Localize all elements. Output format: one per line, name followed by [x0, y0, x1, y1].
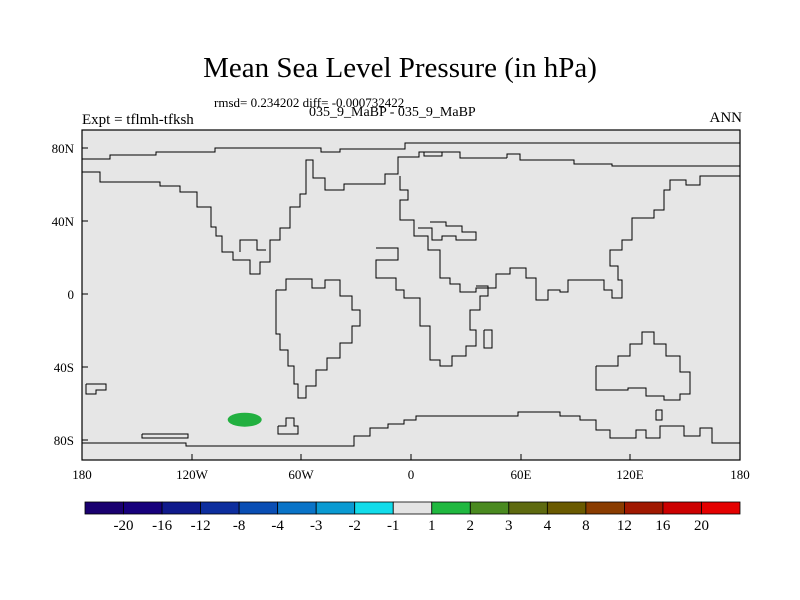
lon-label-180e: 180 — [730, 467, 750, 482]
coastline-madagascar — [483, 329, 493, 349]
axis-ticks — [82, 147, 631, 460]
colorbar-swatch — [585, 501, 625, 515]
colorbar-swatch — [392, 501, 433, 515]
coastline-mediterranean — [418, 221, 477, 241]
lat-label-80n: 80N — [51, 141, 74, 156]
colorbar-label: -2 — [348, 518, 361, 534]
experiment-label: Expt = tflmh-tfksh — [82, 112, 194, 128]
colorbar-swatch — [84, 501, 124, 515]
lat-label-0: 0 — [67, 287, 75, 302]
colorbar-label: -8 — [232, 518, 246, 534]
colorbar-label: -16 — [152, 518, 173, 534]
colorbar-swatch — [123, 501, 163, 515]
colorbar-swatch — [624, 501, 664, 515]
lon-label-60e: 60E — [510, 467, 532, 482]
colorbar-swatch — [469, 501, 510, 515]
colorbar-swatch — [277, 501, 317, 515]
coastline-north-america — [82, 151, 507, 275]
lat-label-40s: 40S — [53, 360, 74, 375]
lat-label-80s: 80S — [53, 433, 74, 448]
colorbar-label: -12 — [190, 518, 211, 534]
colorbar-label: 1 — [428, 518, 436, 534]
coastlines — [82, 142, 740, 447]
colorbar-swatch — [161, 501, 201, 515]
lat-label-40n: 40N — [51, 214, 74, 229]
colorbar-label: 16 — [655, 518, 671, 534]
lon-label-60w: 60W — [288, 467, 314, 482]
coastline-new-zealand — [655, 409, 663, 421]
colorbar-label: -4 — [271, 518, 284, 534]
colorbar-label: -20 — [113, 518, 134, 534]
coastline-arctic — [82, 142, 740, 160]
colorbar-swatch — [431, 501, 471, 515]
lon-label-0: 0 — [407, 467, 415, 482]
coastline-europe-africa-west — [506, 153, 740, 167]
coastline-hudson-bay — [239, 239, 266, 252]
lon-label-120e: 120E — [616, 467, 644, 482]
lon-label-120w: 120W — [176, 467, 208, 482]
colorbar-label: 2 — [466, 518, 475, 534]
coastline-antarctica — [82, 411, 740, 447]
coastline-south-america — [275, 278, 361, 399]
map-background — [82, 130, 740, 460]
colorbar-swatch — [354, 501, 394, 515]
coastline-africa — [375, 247, 489, 367]
colorbar-swatch — [508, 501, 548, 515]
colorbar — [84, 501, 741, 515]
colorbar-swatch — [315, 501, 356, 515]
coastline-ross-shelf — [141, 433, 189, 439]
coastline-pacific-island — [85, 383, 107, 395]
colorbar-label: -3 — [309, 518, 323, 534]
coastline-antarctic-peninsula — [277, 417, 299, 435]
coastline-australia — [595, 331, 691, 401]
colorbar-swatch — [546, 501, 587, 515]
coastline-greenland-iceland — [423, 151, 443, 157]
colorbar-swatch — [200, 501, 240, 515]
experiment-subtitle: 035_9_MaBP - 035_9_MaBP — [309, 105, 476, 120]
colorbar-swatch — [662, 501, 702, 515]
anomaly-blob — [227, 412, 262, 427]
colorbar-label: 12 — [616, 518, 632, 534]
coastline-eurasia-south — [399, 175, 740, 301]
colorbar-label: 4 — [543, 518, 552, 534]
colorbar-label: -1 — [386, 518, 400, 534]
plot-title: Mean Sea Level Pressure (in hPa) — [203, 52, 597, 84]
colorbar-label: 3 — [505, 518, 513, 534]
lon-label-180w: 180 — [72, 467, 92, 482]
stats-text: rmsd= 0.234202 diff= -0.000732422 — [214, 95, 405, 110]
colorbar-label: 20 — [694, 518, 709, 534]
colorbar-label: 8 — [582, 518, 590, 534]
colorbar-swatch — [701, 501, 741, 515]
season-label: ANN — [709, 110, 743, 126]
colorbar-swatch — [238, 501, 279, 515]
